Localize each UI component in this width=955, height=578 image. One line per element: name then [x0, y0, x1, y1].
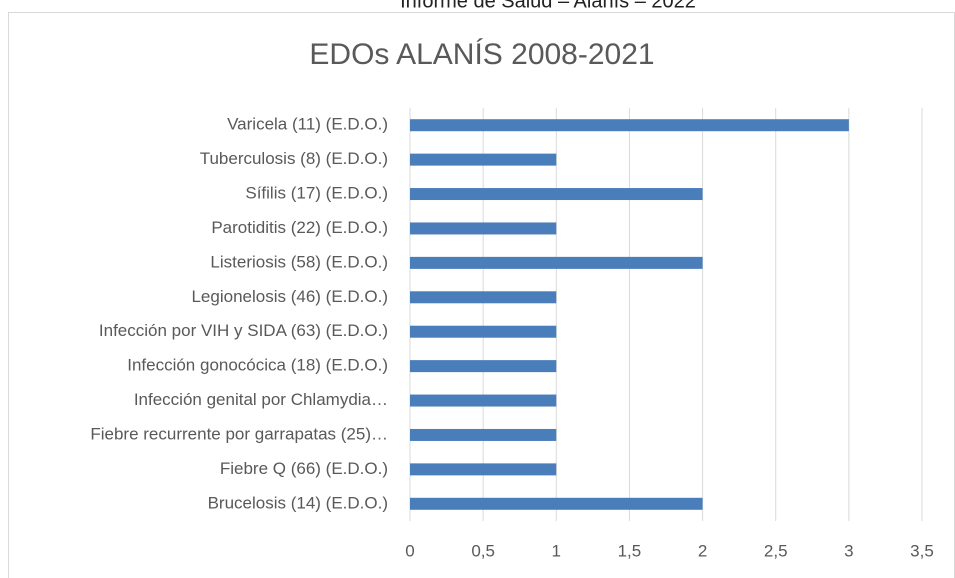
y-tick-label: Listeriosis (58) (E.D.O.)	[210, 252, 388, 271]
y-tick-label: Parotiditis (22) (E.D.O.)	[211, 218, 388, 237]
y-tick-label: Tuberculosis (8) (E.D.O.)	[200, 149, 388, 168]
x-tick-label: 2,5	[764, 541, 788, 560]
x-tick-label: 1	[552, 541, 561, 560]
bar	[410, 222, 557, 235]
y-tick-label: Infección gonocócica (18) (E.D.O.)	[127, 356, 388, 375]
y-tick-label: Infección por VIH y SIDA (63) (E.D.O.)	[99, 321, 388, 340]
bar	[410, 188, 703, 201]
bar	[410, 153, 557, 166]
y-tick-label: Fiebre recurrente por garrapatas (25)…	[90, 424, 388, 443]
y-tick-label: Sífilis (17) (E.D.O.)	[245, 184, 388, 203]
x-tick-label: 1,5	[618, 541, 642, 560]
y-tick-label: Fiebre Q (66) (E.D.O.)	[220, 459, 388, 478]
bar	[410, 325, 557, 338]
x-tick-label: 3,5	[910, 541, 934, 560]
x-tick-label: 0,5	[471, 541, 495, 560]
x-tick-label: 3	[844, 541, 853, 560]
y-tick-label: Varicela (11) (E.D.O.)	[227, 115, 388, 134]
bar	[410, 119, 849, 132]
bar	[410, 291, 557, 304]
y-tick-label: Infección genital por Chlamydia…	[134, 390, 388, 409]
page-header: Informe de Salud – Alanís – 2022	[400, 0, 696, 12]
bar	[410, 497, 703, 510]
chart-title: EDOs ALANÍS 2008-2021	[309, 38, 654, 71]
y-tick-label: Legionelosis (46) (E.D.O.)	[191, 287, 388, 306]
bar	[410, 256, 703, 269]
bar	[410, 360, 557, 373]
bar	[410, 394, 557, 407]
y-tick-label: Brucelosis (14) (E.D.O.)	[208, 493, 388, 512]
x-tick-label: 2	[698, 541, 707, 560]
x-tick-label: 0	[405, 541, 414, 560]
bar	[410, 428, 557, 441]
bar	[410, 463, 557, 476]
